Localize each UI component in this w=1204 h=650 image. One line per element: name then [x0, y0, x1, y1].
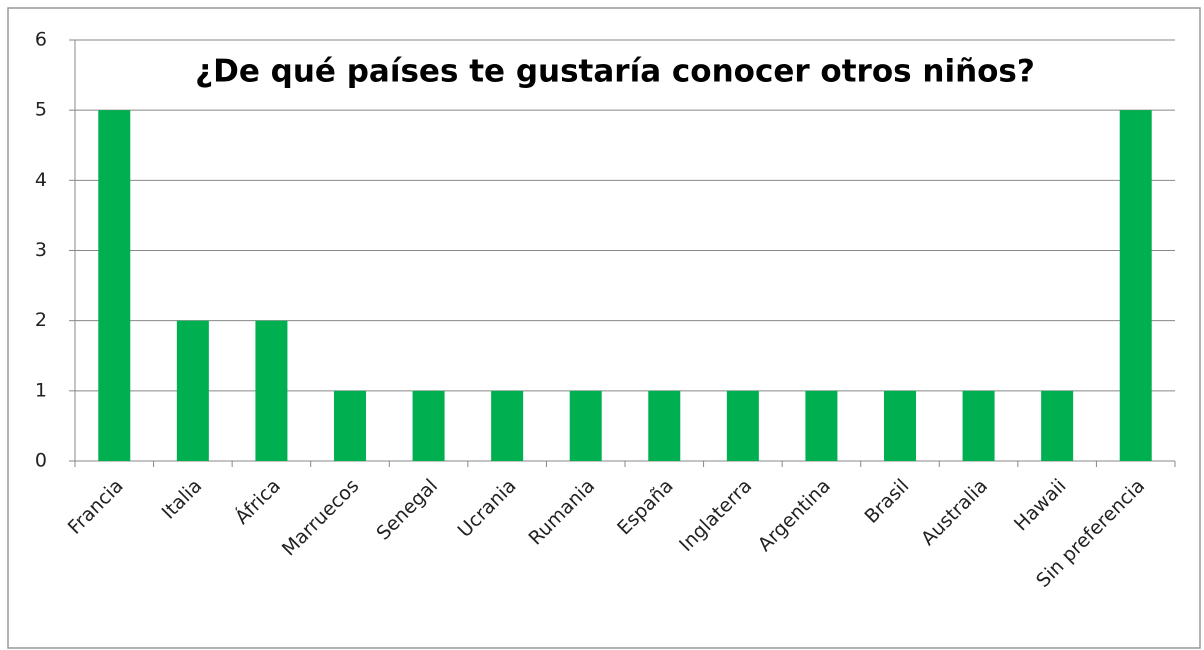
bar	[1041, 390, 1074, 461]
bar	[1119, 110, 1152, 462]
bar	[962, 390, 995, 461]
y-tick-label: 5	[35, 99, 47, 121]
bar	[884, 390, 916, 461]
bar	[334, 390, 366, 461]
y-tick-label: 3	[35, 239, 47, 261]
bar	[805, 390, 838, 461]
bar	[98, 110, 131, 462]
y-tick-label: 1	[35, 379, 47, 401]
bar	[569, 390, 602, 461]
chart-title: ¿De qué países te gustaría conocer otros…	[195, 54, 1035, 90]
y-tick-label: 0	[35, 450, 47, 472]
bar	[412, 390, 445, 461]
bar	[176, 320, 209, 461]
bar	[491, 390, 524, 461]
y-tick-label: 6	[35, 29, 47, 51]
y-tick-label: 4	[35, 169, 47, 191]
bar	[726, 390, 759, 461]
bar	[648, 390, 681, 461]
bar	[255, 320, 288, 461]
y-tick-label: 2	[35, 309, 47, 331]
